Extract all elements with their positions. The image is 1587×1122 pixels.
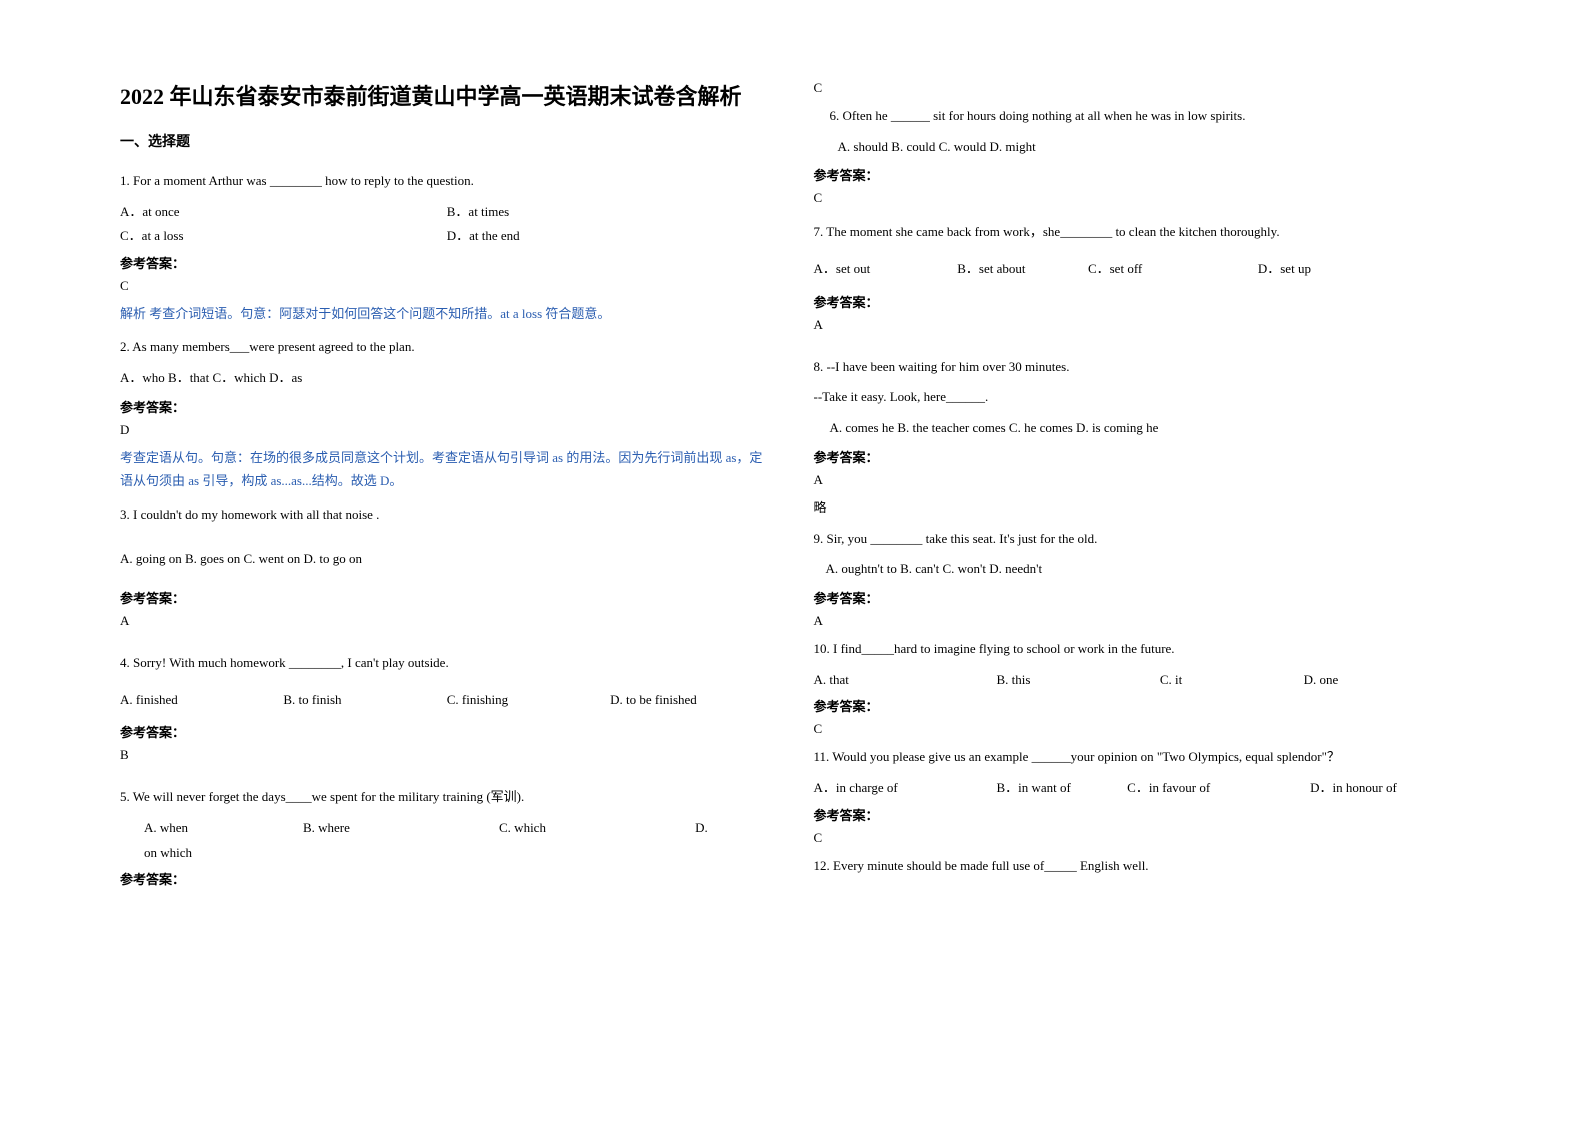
q1-opt-d: D．at the end <box>447 224 774 249</box>
q1-opt-b: B．at times <box>447 200 774 225</box>
q6-answer-label: 参考答案： <box>814 165 1468 184</box>
q7-answer-label: 参考答案： <box>814 292 1468 311</box>
section-header: 一、选择题 <box>120 131 774 151</box>
q10-stem: 10. I find_____hard to imagine flying to… <box>814 637 1468 662</box>
q9-options: A. oughtn't to B. can't C. won't D. need… <box>814 557 1468 582</box>
q5-opt-a: A. when <box>120 816 303 841</box>
q8-answer: A <box>814 472 1468 488</box>
q5-opt-b: B. where <box>303 816 499 841</box>
q9-answer: A <box>814 613 1468 629</box>
q4-opt-c: C. finishing <box>447 688 610 713</box>
q2-answer-label: 参考答案： <box>120 397 774 416</box>
q5-stem: 5. We will never forget the days____we s… <box>120 785 774 810</box>
q5-dspacer: D. <box>695 816 773 841</box>
q5-answer-label: 参考答案： <box>120 869 774 888</box>
exam-title: 2022 年山东省泰安市泰前街道黄山中学高一英语期末试卷含解析 <box>120 80 774 113</box>
q1-answer: C <box>120 278 774 294</box>
q6-answer: C <box>814 190 1468 206</box>
q4-stem: 4. Sorry! With much homework ________, I… <box>120 651 774 676</box>
q6-options: A. should B. could C. would D. might <box>814 135 1468 160</box>
q10-opt-b: B. this <box>996 668 1159 693</box>
q7-opt-d: D．set up <box>1258 257 1402 282</box>
q4-options: A. finished B. to finish C. finishing D.… <box>120 688 774 713</box>
q7-opt-c: C．set off <box>1088 257 1258 282</box>
q11-stem: 11. Would you please give us an example … <box>814 745 1468 770</box>
q11-opt-c: C．in favour of <box>1127 776 1310 801</box>
q11-options: A．in charge of B．in want of C．in favour … <box>814 776 1468 801</box>
q10-options: A. that B. this C. it D. one <box>814 668 1468 693</box>
q10-answer: C <box>814 721 1468 737</box>
q10-opt-d: D. one <box>1304 668 1448 693</box>
q7-answer: A <box>814 317 1468 333</box>
q10-opt-a: A. that <box>814 668 997 693</box>
q11-answer: C <box>814 830 1468 846</box>
left-column: 2022 年山东省泰安市泰前街道黄山中学高一英语期末试卷含解析 一、选择题 1.… <box>100 80 794 894</box>
right-column: C 6. Often he ______ sit for hours doing… <box>794 80 1488 894</box>
q10-answer-label: 参考答案： <box>814 696 1468 715</box>
q4-answer-label: 参考答案： <box>120 722 774 741</box>
q2-explain: 考查定语从句。句意：在场的很多成员同意这个计划。考查定语从句引导词 as 的用法… <box>120 446 774 493</box>
q9-stem: 9. Sir, you ________ take this seat. It'… <box>814 527 1468 552</box>
q5-options: A. when B. where C. which D. on which <box>120 816 774 865</box>
q3-answer: A <box>120 613 774 629</box>
q1-opt-a: A．at once <box>120 200 447 225</box>
q2-stem: 2. As many members___were present agreed… <box>120 335 774 360</box>
q4-answer: B <box>120 747 774 763</box>
q12-stem: 12. Every minute should be made full use… <box>814 854 1468 879</box>
q1-opt-c: C．at a loss <box>120 224 447 249</box>
q3-answer-label: 参考答案： <box>120 588 774 607</box>
q9-answer-label: 参考答案： <box>814 588 1468 607</box>
q11-opt-b: B．in want of <box>996 776 1127 801</box>
q8-stem1: 8. --I have been waiting for him over 30… <box>814 355 1468 380</box>
q1-explain: 解析 考查介词短语。句意：阿瑟对于如何回答这个问题不知所措。at a loss … <box>120 302 774 325</box>
q8-note: 略 <box>814 496 1468 521</box>
q2-answer: D <box>120 422 774 438</box>
exam-page: 2022 年山东省泰安市泰前街道黄山中学高一英语期末试卷含解析 一、选择题 1.… <box>0 0 1587 934</box>
q3-options: A. going on B. goes on C. went on D. to … <box>120 547 774 572</box>
q4-opt-b: B. to finish <box>283 688 446 713</box>
q7-options: A．set out B．set about C．set off D．set up <box>814 257 1468 282</box>
q2-options: A．who B．that C．which D．as <box>120 366 774 391</box>
q4-opt-d: D. to be finished <box>610 688 773 713</box>
q8-answer-label: 参考答案： <box>814 447 1468 466</box>
q5-answer: C <box>814 80 1468 96</box>
q7-stem: 7. The moment she came back from work，sh… <box>814 220 1468 245</box>
q5-opt-d: on which <box>120 841 774 866</box>
q5-opt-c: C. which <box>499 816 695 841</box>
q1-stem: 1. For a moment Arthur was ________ how … <box>120 169 774 194</box>
q8-stem2: --Take it easy. Look, here______. <box>814 385 1468 410</box>
q1-options: A．at once B．at times C．at a loss D．at th… <box>120 200 774 249</box>
q1-answer-label: 参考答案： <box>120 253 774 272</box>
q4-opt-a: A. finished <box>120 688 283 713</box>
q8-options: A. comes he B. the teacher comes C. he c… <box>814 416 1468 441</box>
q7-opt-b: B．set about <box>957 257 1088 282</box>
q3-stem: 3. I couldn't do my homework with all th… <box>120 503 774 528</box>
q11-opt-a: A．in charge of <box>814 776 997 801</box>
q6-stem: 6. Often he ______ sit for hours doing n… <box>814 104 1468 129</box>
q11-opt-d: D．in honour of <box>1310 776 1467 801</box>
q11-answer-label: 参考答案： <box>814 805 1468 824</box>
q10-opt-c: C. it <box>1160 668 1304 693</box>
q7-opt-a: A．set out <box>814 257 958 282</box>
